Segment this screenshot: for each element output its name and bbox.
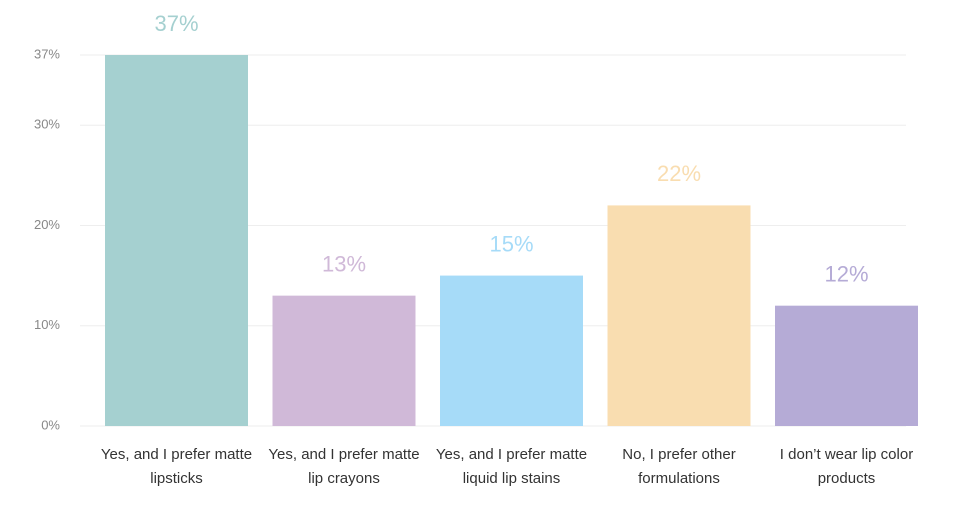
value-label: 13% [322,251,366,276]
value-label: 22% [657,161,701,186]
x-tick-label: No, I prefer other formulations [622,446,736,487]
x-tick-label: Yes, and I prefer matte lip crayons [268,446,420,487]
value-label: 15% [489,231,533,256]
bar [607,205,751,426]
y-tick-label: 37% [34,46,60,61]
y-tick-label: 20% [34,217,60,232]
y-tick-label: 0% [41,417,60,432]
value-label: 12% [824,261,868,286]
y-tick-label: 30% [34,117,60,132]
bar [775,305,918,426]
bar [272,295,416,426]
x-tick-label: Yes, and I prefer matte lipsticks [100,446,253,487]
bar [105,55,248,426]
x-tick-label: Yes, and I prefer matte liquid lip stain… [435,446,588,487]
bar [440,275,583,426]
value-label: 37% [154,11,198,36]
x-tick-label: I don’t wear lip color products [779,446,914,487]
y-tick-label: 10% [34,317,60,332]
